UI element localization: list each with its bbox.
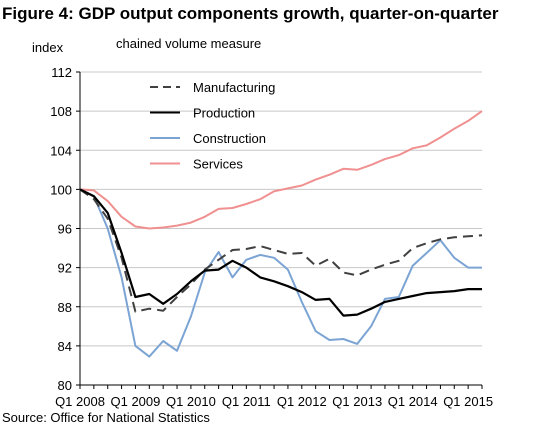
chart-subtitle: chained volume measure [116, 36, 262, 51]
source-note: Source: Office for National Statistics [2, 410, 210, 425]
y-tick-label-108: 108 [50, 104, 72, 119]
y-tick-label-112: 112 [51, 65, 72, 80]
series-line-construction [79, 188, 482, 358]
y-tick-label-88: 88 [58, 300, 72, 315]
y-axis-label: index [32, 40, 64, 55]
series-line-production [79, 188, 482, 317]
y-tick-label-100: 100 [50, 182, 72, 197]
y-tick-label-104: 104 [50, 143, 72, 158]
x-tick-label: Q1 2009 [111, 394, 161, 409]
x-tick-label: Q1 2010 [166, 394, 216, 409]
legend-label-services: Services [193, 157, 243, 172]
x-tick-label: Q1 2014 [388, 394, 438, 409]
series-line-services [79, 110, 483, 230]
x-tick-label: Q1 2013 [332, 394, 382, 409]
legend-label-manufacturing: Manufacturing [193, 80, 275, 95]
x-tick-label: Q1 2015 [443, 394, 493, 409]
y-tick-label-96: 96 [58, 222, 72, 237]
y-tick-label-92: 92 [58, 261, 72, 276]
y-tick-label-84: 84 [58, 339, 72, 354]
x-tick-label: Q1 2012 [277, 394, 327, 409]
y-tick-label-80: 80 [58, 378, 72, 393]
x-tick-label: Q1 2011 [222, 394, 271, 409]
series-line-manufacturing [79, 188, 483, 313]
figure-title: Figure 4: GDP output components growth, … [2, 4, 499, 23]
legend-label-production: Production [193, 106, 255, 121]
x-tick-label: Q1 2008 [55, 394, 105, 409]
legend-label-construction: Construction [193, 131, 266, 146]
